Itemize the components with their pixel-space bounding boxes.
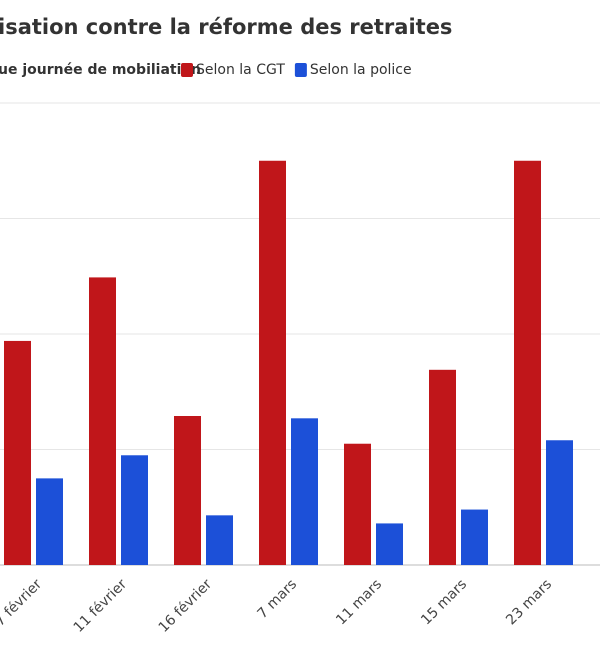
x-tick-label: 7 février xyxy=(0,576,45,629)
bar xyxy=(121,455,148,565)
bar xyxy=(376,523,403,565)
bar xyxy=(206,515,233,565)
bar xyxy=(546,440,573,565)
x-tick-label: 11 février xyxy=(71,576,131,636)
x-tick-label: 15 mars xyxy=(418,576,470,628)
legend-swatch xyxy=(294,63,307,77)
x-tick-label: 23 mars xyxy=(503,576,555,628)
bar xyxy=(291,418,318,565)
legend-title: ue journée de mobiliation xyxy=(0,62,201,78)
bar xyxy=(344,443,371,565)
bar xyxy=(89,277,116,565)
x-tick-label: 16 février xyxy=(156,576,216,636)
legend-label: Selon la CGT xyxy=(196,62,285,78)
bar xyxy=(259,160,286,565)
x-tick-label: 11 mars xyxy=(333,576,385,628)
bar xyxy=(36,478,63,565)
legend-label: Selon la police xyxy=(310,62,412,78)
bar xyxy=(429,369,456,565)
bar xyxy=(514,160,541,565)
bar xyxy=(4,340,31,565)
chart-title: isation contre la réforme des retraites xyxy=(0,15,452,39)
x-tick-label: 7 mars xyxy=(254,576,300,622)
legend-swatch xyxy=(181,63,193,77)
bar xyxy=(461,509,488,565)
bar xyxy=(174,416,201,565)
